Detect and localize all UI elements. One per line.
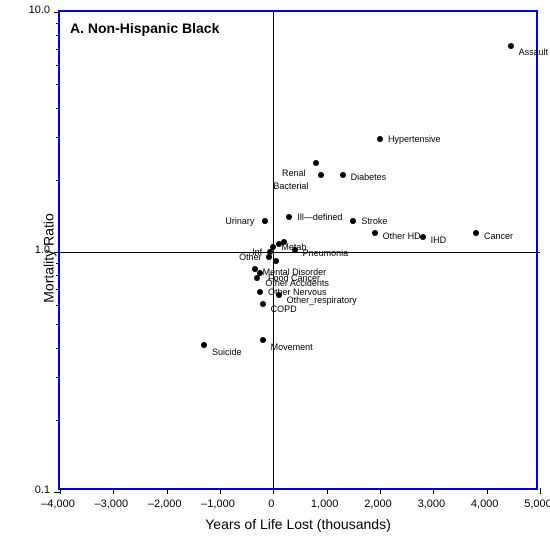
data-point bbox=[286, 214, 292, 220]
data-point bbox=[372, 230, 378, 236]
y-tick-label: 10.0 bbox=[24, 4, 50, 16]
data-point bbox=[318, 172, 324, 178]
y-minor-tick bbox=[56, 420, 60, 421]
x-tick bbox=[540, 488, 541, 494]
data-point bbox=[473, 230, 479, 236]
y-axis-label: Mortality Ratio bbox=[41, 213, 57, 302]
point-label: Diabetes bbox=[351, 172, 387, 182]
data-point bbox=[266, 254, 272, 260]
point-label: Cancer bbox=[484, 231, 513, 241]
point-label: Stroke bbox=[361, 216, 387, 226]
y-tick-label: 1.0 bbox=[24, 244, 50, 256]
x-tick-label: –4,000 bbox=[41, 498, 75, 510]
data-point bbox=[508, 43, 514, 49]
data-point bbox=[254, 275, 260, 281]
point-label: IHD bbox=[431, 235, 447, 245]
data-point bbox=[262, 218, 268, 224]
x-tick-label: –1,000 bbox=[201, 498, 235, 510]
y-tick-label: 0.1 bbox=[24, 484, 50, 496]
x-tick-label: 4,000 bbox=[471, 498, 499, 510]
data-point bbox=[257, 289, 263, 295]
panel-title: A. Non-Hispanic Black bbox=[70, 20, 219, 36]
y-minor-tick bbox=[56, 348, 60, 349]
x-tick bbox=[113, 488, 114, 494]
x-tick bbox=[273, 488, 274, 494]
plot-area: A. Non-Hispanic Black AssaultHypertensiv… bbox=[58, 10, 538, 490]
point-label: Other bbox=[239, 252, 262, 262]
x-tick bbox=[327, 488, 328, 494]
point-label: Movement bbox=[271, 342, 313, 352]
data-point bbox=[292, 247, 298, 253]
y-tick bbox=[54, 492, 60, 493]
data-point bbox=[276, 292, 282, 298]
x-axis-label: Years of Life Lost (thousands) bbox=[58, 516, 538, 532]
data-point bbox=[313, 160, 319, 166]
x-tick-label: 3,000 bbox=[418, 498, 446, 510]
point-label: COPD bbox=[271, 304, 297, 314]
x-tick-label: –2,000 bbox=[148, 498, 182, 510]
x-tick bbox=[487, 488, 488, 494]
point-label: Bacterial bbox=[273, 181, 308, 191]
point-label: Renal bbox=[282, 168, 306, 178]
data-point bbox=[201, 342, 207, 348]
y-minor-tick bbox=[56, 23, 60, 24]
y-minor-tick bbox=[56, 324, 60, 325]
data-point bbox=[420, 234, 426, 240]
y-minor-tick bbox=[56, 377, 60, 378]
reference-line-vertical bbox=[273, 12, 274, 492]
point-label: Urinary bbox=[225, 216, 254, 226]
data-point bbox=[273, 258, 279, 264]
point-label: Ill—defined bbox=[297, 212, 342, 222]
scatter-chart: A. Non-Hispanic Black Assault Hypertensiv… bbox=[0, 0, 550, 550]
x-tick bbox=[433, 488, 434, 494]
x-tick-label: 0 bbox=[268, 498, 274, 510]
data-point bbox=[260, 301, 266, 307]
x-tick bbox=[380, 488, 381, 494]
point-label: Other_respiratory bbox=[287, 295, 357, 305]
y-minor-tick bbox=[56, 35, 60, 36]
point-label: Suicide bbox=[212, 347, 242, 357]
y-minor-tick bbox=[56, 137, 60, 138]
y-minor-tick bbox=[56, 49, 60, 50]
y-minor-tick bbox=[56, 180, 60, 181]
x-tick bbox=[60, 488, 61, 494]
point-label: Pneumonia bbox=[303, 248, 349, 258]
x-tick-label: 1,000 bbox=[311, 498, 339, 510]
x-tick-label: 5,000 bbox=[524, 498, 550, 510]
y-minor-tick bbox=[56, 84, 60, 85]
x-tick-label: 2,000 bbox=[364, 498, 392, 510]
data-point bbox=[350, 218, 356, 224]
point-label: Assault bbox=[519, 47, 549, 57]
y-minor-tick bbox=[56, 305, 60, 306]
x-tick-label: –3,000 bbox=[95, 498, 129, 510]
reference-line-horizontal bbox=[60, 252, 540, 253]
data-point bbox=[340, 172, 346, 178]
point-label: Other HD bbox=[383, 231, 421, 241]
point-label: Hypertensive bbox=[388, 134, 441, 144]
x-tick bbox=[167, 488, 168, 494]
y-tick bbox=[54, 12, 60, 13]
data-point bbox=[377, 136, 383, 142]
data-point bbox=[260, 337, 266, 343]
x-tick bbox=[220, 488, 221, 494]
y-minor-tick bbox=[56, 65, 60, 66]
y-minor-tick bbox=[56, 108, 60, 109]
